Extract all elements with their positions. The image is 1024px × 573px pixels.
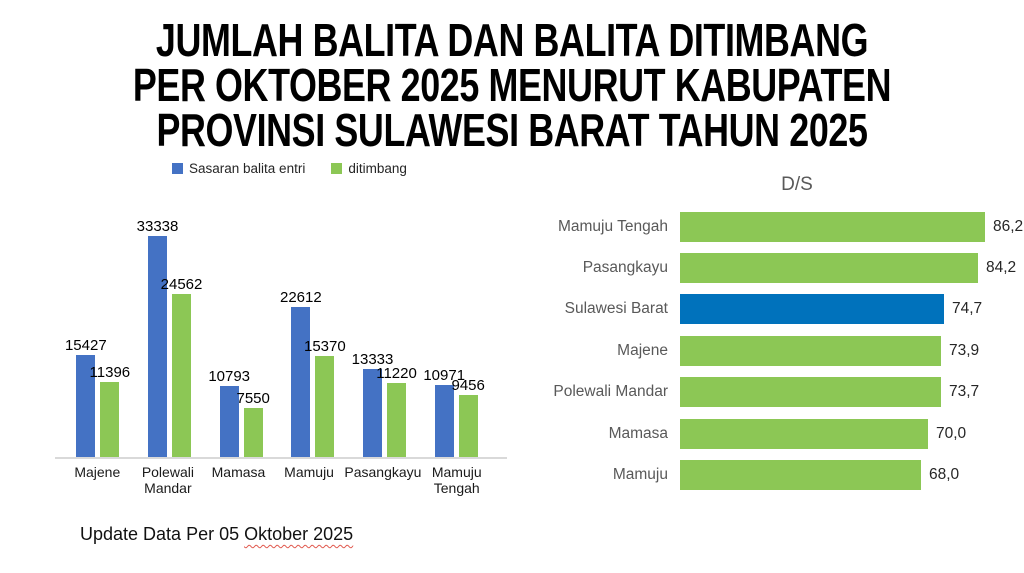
bar-value-label: 22612 <box>279 289 322 306</box>
ds-bar-mamasa <box>680 418 928 449</box>
bar-col-sasaran-balita-entri-mamuju: 22612 <box>280 214 322 458</box>
bar-group-mamasa: 10793 7550 <box>205 214 277 458</box>
x-axis-label-mamasa: Mamasa <box>211 464 266 480</box>
bar-col-ditimbang-mamasa: 7550 <box>236 214 270 458</box>
ds-row-mamasa: Mamasa 70,0 <box>530 413 1024 454</box>
ds-row-sulawesi-barat: Sulawesi Barat 74,7 <box>530 289 1024 330</box>
ds-bar-polewali-mandar <box>680 377 941 408</box>
bar-sasaran-balita-entri-majene <box>76 355 96 458</box>
title-line-3: PROVINSI SULAWESI BARAT TAHUN 2025 <box>156 104 868 156</box>
ds-row-polewali-mandar: Polewali Mandar 73,7 <box>530 372 1024 413</box>
ds-value-label: 84,2 <box>986 259 1017 277</box>
ds-category-label: Mamuju <box>612 466 668 484</box>
update-note: Update Data Per 05 Oktober 2025 <box>80 524 353 545</box>
x-axis-label-mamuju-tengah: Mamuju Tengah <box>431 464 482 496</box>
ds-row-majene: Majene 73,9 <box>530 330 1024 371</box>
bar-value-label: 10971 <box>423 367 466 384</box>
ds-value-label: 73,9 <box>949 341 980 359</box>
bar-sasaran-balita-entri-polewali-mandar <box>148 236 167 458</box>
bar-value-label: 33338 <box>136 218 179 235</box>
legend-label-sasaran: Sasaran balita entri <box>189 161 306 176</box>
update-note-prefix: Update Data Per 05 <box>80 524 245 544</box>
bar-col-sasaran-balita-entri-mamuju-tengah: 10971 <box>423 214 465 458</box>
ds-value-label: 70,0 <box>936 424 967 442</box>
bar-value-label: 13333 <box>351 351 394 368</box>
ds-category-label: Sulawesi Barat <box>564 300 668 318</box>
bar-group-polewali-mandar: 33338 24562 <box>134 214 206 458</box>
bar-value-label: 9456 <box>451 377 485 394</box>
grouped-bar-chart: 15427 11396 33338 24562 10793 7550 22612 15370 1… <box>62 214 492 458</box>
bar-value-label: 15370 <box>303 338 346 355</box>
bar-value-label: 15427 <box>64 337 107 354</box>
ds-category-label: Mamasa <box>608 424 668 442</box>
bar-ditimbang-mamuju-tengah <box>458 395 478 458</box>
x-axis-label-mamuju: Mamuju <box>284 464 334 480</box>
bar-value-label: 10793 <box>208 368 251 385</box>
bar-group-pasangkayu: 13333 11220 <box>349 214 421 458</box>
horizontal-bar-chart: Mamuju Tengah 86,2 Pasangkayu 84,2 Sulawesi … <box>530 206 1024 496</box>
ds-bar-pasangkayu <box>680 253 978 284</box>
ds-value-label: 86,2 <box>993 217 1024 235</box>
title-line-1: JUMLAH BALITA DAN BALITA DITIMBANG <box>155 14 869 66</box>
bar-col-ditimbang-polewali-mandar: 24562 <box>161 214 202 458</box>
bar-col-ditimbang-mamuju-tengah: 9456 <box>452 214 485 458</box>
bar-ditimbang-pasangkayu <box>387 383 407 458</box>
ds-bar-mamuju <box>680 460 921 491</box>
bar-sasaran-balita-entri-mamuju-tengah <box>434 385 454 458</box>
legend-item-ditimbang: ditimbang <box>331 161 407 176</box>
left-chart-legend: Sasaran balita entri ditimbang <box>172 161 407 176</box>
ds-category-label: Pasangkayu <box>582 259 668 277</box>
bar-col-sasaran-balita-entri-majene: 15427 <box>65 214 107 458</box>
bar-group-majene: 15427 11396 <box>62 214 134 458</box>
ds-bar-majene <box>680 335 941 366</box>
x-axis-label-pasangkayu: Pasangkayu <box>344 464 422 480</box>
bar-ditimbang-majene <box>100 382 120 458</box>
bar-value-label: 24562 <box>160 276 203 293</box>
bar-value-label: 7550 <box>236 390 270 407</box>
ds-value-label: 68,0 <box>929 466 960 484</box>
ds-row-pasangkayu: Pasangkayu 84,2 <box>530 247 1024 288</box>
legend-label-ditimbang: ditimbang <box>348 161 407 176</box>
bar-ditimbang-polewali-mandar <box>172 294 191 458</box>
update-note-misspelled: Oktober 2025 <box>244 524 354 544</box>
x-axis-line <box>55 457 507 459</box>
ds-value-label: 73,7 <box>949 383 980 401</box>
legend-item-sasaran: Sasaran balita entri <box>172 161 305 176</box>
ds-bar-mamuju-tengah <box>680 211 985 242</box>
bar-col-ditimbang-pasangkayu: 11220 <box>376 214 417 458</box>
x-axis-label-polewali-mandar: Polewali Mandar <box>141 464 194 496</box>
bar-sasaran-balita-entri-pasangkayu <box>363 369 383 458</box>
slide-title: JUMLAH BALITA DAN BALITA DITIMBANG PER O… <box>0 14 1024 156</box>
bar-col-sasaran-balita-entri-mamasa: 10793 <box>208 214 250 458</box>
title-line-2: PER OKTOBER 2025 MENURUT KABUPATEN <box>132 59 892 111</box>
ds-category-label: Mamuju Tengah <box>557 217 668 235</box>
x-axis-labels: Majene Polewali Mandar Mamasa Mamuju Pasangk… <box>62 464 492 496</box>
bar-sasaran-balita-entri-mamuju <box>291 307 311 458</box>
ds-row-mamuju-tengah: Mamuju Tengah 86,2 <box>530 206 1024 247</box>
ds-chart-title: D/S <box>781 174 813 195</box>
bar-value-label: 11396 <box>89 364 131 381</box>
bar-ditimbang-mamasa <box>243 408 263 458</box>
ds-category-label: Majene <box>617 341 668 359</box>
bar-group-mamuju: 22612 15370 <box>277 214 349 458</box>
bar-col-sasaran-balita-entri-polewali-mandar: 33338 <box>137 214 178 458</box>
bar-col-ditimbang-majene: 11396 <box>90 214 130 458</box>
bar-sasaran-balita-entri-mamasa <box>219 386 239 458</box>
ds-value-label: 74,7 <box>952 300 983 318</box>
ds-category-label: Polewali Mandar <box>553 383 668 401</box>
legend-swatch-green-icon <box>331 163 343 174</box>
legend-swatch-blue-icon <box>172 163 183 174</box>
ds-row-mamuju: Mamuju 68,0 <box>530 454 1024 495</box>
bar-value-label: 11220 <box>376 365 417 382</box>
bar-col-ditimbang-mamuju: 15370 <box>304 214 346 458</box>
bar-group-mamuju-tengah: 10971 9456 <box>420 214 492 458</box>
bar-ditimbang-mamuju <box>315 356 335 458</box>
ds-bar-sulawesi-barat <box>680 294 944 325</box>
x-axis-label-majene: Majene <box>74 464 121 480</box>
bar-col-sasaran-balita-entri-pasangkayu: 13333 <box>352 214 393 458</box>
